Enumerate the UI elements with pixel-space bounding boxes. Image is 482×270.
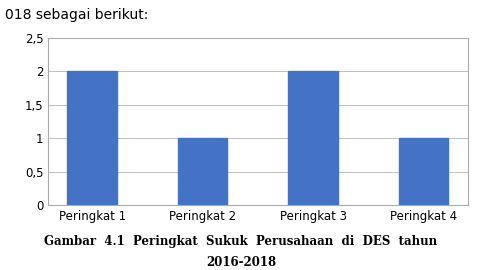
Bar (178, 138, 228, 205)
Bar (67, 71, 117, 205)
Bar (288, 71, 338, 205)
Text: 018 sebagai berikut:: 018 sebagai berikut: (5, 8, 148, 22)
Bar (399, 138, 448, 205)
Text: Gambar  4.1  Peringkat  Sukuk  Perusahaan  di  DES  tahun: Gambar 4.1 Peringkat Sukuk Perusahaan di… (44, 235, 438, 248)
Text: 2016-2018: 2016-2018 (206, 256, 276, 269)
